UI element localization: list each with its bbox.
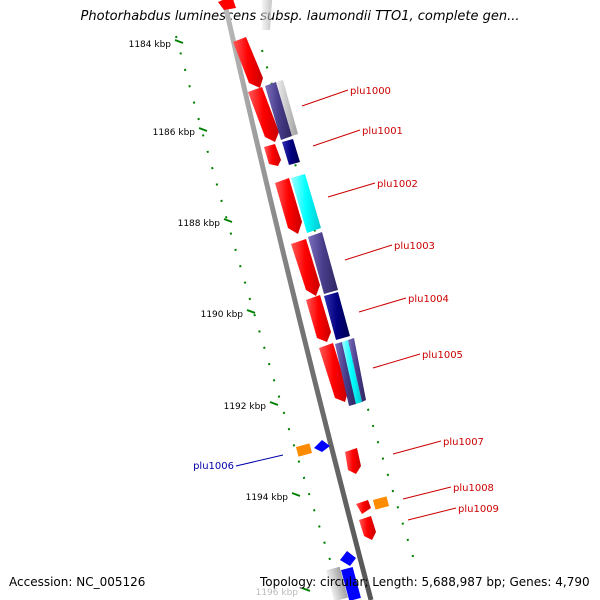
gene-label-plu1005[interactable]: plu1005 [422,350,463,361]
cog-bar-navy [324,292,350,340]
accession-label: Accession: NC_005126 [9,575,146,589]
cog-bar-navy [282,139,300,165]
cds-arrow-reverse [314,440,330,452]
cds-arrow-reverse [340,551,356,566]
cog-bar-slate [308,232,338,294]
gene-label-plu1000[interactable]: plu1000 [350,86,391,97]
map-title: Photorhabdus luminescens subsp. laumondi… [80,9,520,24]
cog-bar-slate [265,82,292,140]
ruler-tick [198,127,208,132]
gene-callout-line [344,244,393,261]
ruler-label: 1194 kbp [246,493,289,503]
gene-label-plu1001[interactable]: plu1001 [362,126,403,137]
cds-arrow [264,144,281,166]
gene-callout-line [358,297,407,313]
ruler-label: 1184 kbp [129,40,172,50]
ruler-tick [301,587,311,592]
gene-callout-line [327,182,376,198]
topology-summary: Topology: circular; Length: 5,688,987 bp… [260,575,590,589]
gene-label-plu1002[interactable]: plu1002 [377,179,418,190]
gene-label-plu1009[interactable]: plu1009 [458,504,499,515]
cds-arrow [319,343,348,402]
ruler-label: 1192 kbp [224,402,267,412]
gene-label-plu1004[interactable]: plu1004 [408,294,449,305]
cds-box-reverse [341,566,361,600]
gene-callout-line [392,440,442,455]
ruler-tick [269,401,279,406]
cds-arrow [345,448,361,474]
cds-arrow-top-gray [262,0,272,30]
reverse-strand-features [295,440,390,600]
ruler-tick [174,39,184,44]
cog-bar-gray [276,80,298,136]
cds-box-orange [295,443,313,457]
ruler-tick [223,218,233,223]
ruler-label: 1190 kbp [201,310,244,320]
gene-callout-line [402,486,452,500]
cds-arrow [356,500,371,514]
genome-backbone [221,0,374,600]
ruler-tick [291,492,301,497]
cog-bar-slate [348,338,366,402]
cds-box-gray [326,566,348,600]
gene-label-plu1006[interactable]: plu1006 [193,461,234,472]
gene-label-plu1007[interactable]: plu1007 [443,437,484,448]
ruler-label: 1196 kbp [256,588,299,598]
gene-callout-line [312,129,361,147]
gene-callout-line [372,353,421,369]
cds-arrow [248,87,279,142]
ruler-label: 1186 kbp [153,128,196,138]
cds-box-orange [372,496,390,510]
gene-label-plu1003[interactable]: plu1003 [394,241,435,252]
cds-arrow [306,295,331,342]
cds-arrow-top [218,0,236,10]
gene-callout-line [235,454,284,467]
gene-callout-line [301,89,349,107]
cog-category-features [265,80,366,406]
cds-arrow [359,516,376,540]
cog-bar-slate [335,342,356,406]
ruler-label: 1188 kbp [178,219,221,229]
cds-arrow [291,239,320,296]
cds-arrow [275,178,302,234]
ruler-tick [246,309,256,314]
cds-arrow [233,37,263,88]
cog-bar-cyan [342,340,362,404]
cog-bar-cyan [291,174,321,233]
forward-strand-features [233,37,376,540]
gene-label-plu1008[interactable]: plu1008 [453,483,494,494]
gene-callout-line [407,507,457,521]
